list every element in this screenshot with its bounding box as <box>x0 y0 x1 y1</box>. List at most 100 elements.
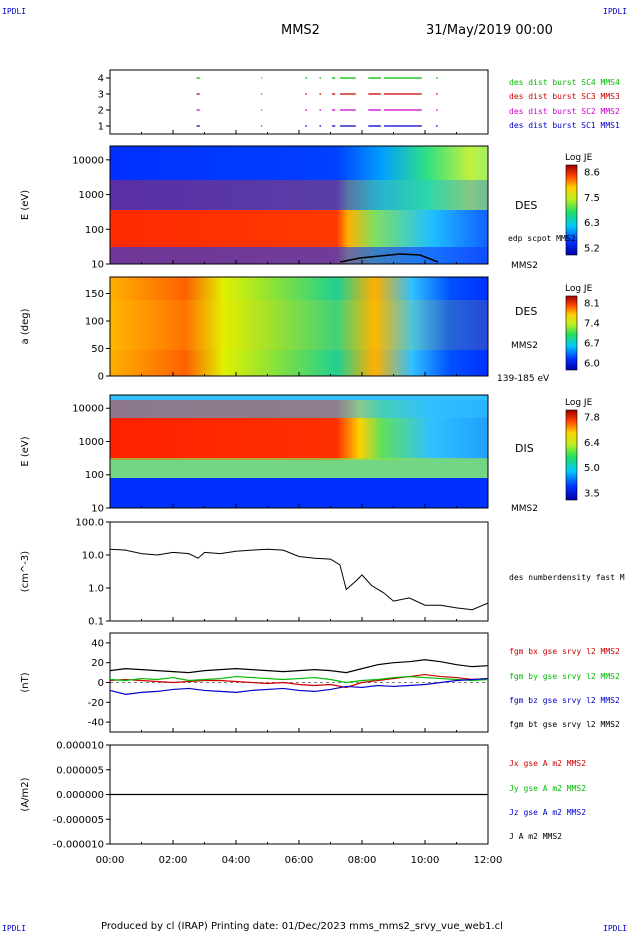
fgm-series-line <box>109 673 489 689</box>
fgm-series-line <box>109 675 489 684</box>
y-tick-label: -0.000005 <box>53 815 104 826</box>
y-tick-label: 10000 <box>72 404 104 415</box>
energy-range-label: 139-185 eV <box>497 374 550 384</box>
colorbar-tick-label: 7.5 <box>584 193 600 204</box>
y-axis-title: a (deg) <box>20 308 31 344</box>
y-axis-title: E (eV) <box>20 190 31 220</box>
density-legend-entry: des numberdensity fast M <box>509 573 625 582</box>
colorbar-dis-energy <box>565 409 578 501</box>
y-tick-label: 0.000000 <box>56 790 104 801</box>
colorbar-tick-label: 8.1 <box>584 299 600 310</box>
burst-legend-entry: des dist burst SC2 MMS2 <box>509 107 620 116</box>
overlay-label: edp scpot MMS2 <box>508 234 576 243</box>
y-axis-title: (A/m2) <box>20 777 31 811</box>
y-tick-label: 1 <box>98 122 104 133</box>
spacecraft-title: MMS2 <box>281 23 320 38</box>
corner-label-top-left: IPDLI <box>2 7 26 16</box>
y-tick-label: 0.1 <box>88 617 104 628</box>
x-tick-label: 08:00 <box>348 855 377 866</box>
density-series-line <box>109 548 489 611</box>
des-pitch-panel <box>109 276 489 377</box>
y-tick-label: 40 <box>91 638 104 649</box>
instrument-label: DIS <box>515 442 534 455</box>
burst-panel <box>109 69 489 135</box>
colorbar-des-energy <box>565 164 578 256</box>
fgm-legend-entry: fgm bz gse srvy l2 MMS2 <box>509 696 620 705</box>
instrument-label: DES <box>515 199 537 212</box>
current-legend-entry: Jy gse A m2 MMS2 <box>509 784 586 793</box>
y-tick-label: 150 <box>85 289 104 300</box>
fgm-legend-entry: fgm bt gse srvy l2 MMS2 <box>509 720 620 729</box>
fgm-series-line <box>109 677 489 695</box>
y-tick-label: 100.0 <box>75 518 104 529</box>
y-axis-title: E (eV) <box>20 436 31 466</box>
y-tick-label: 10 <box>91 260 104 271</box>
burst-legend-entry: des dist burst SC4 MMS4 <box>509 78 620 87</box>
colorbar-tick-label: 6.4 <box>584 438 600 449</box>
colorbar-tick-label: 8.6 <box>584 168 600 179</box>
colorbar-tick-label: 3.5 <box>584 489 600 500</box>
y-tick-label: 0 <box>98 372 104 383</box>
y-tick-label: 0.000010 <box>56 741 104 752</box>
fgm-series-line <box>109 659 489 674</box>
colorbar-des-pitch <box>565 295 578 371</box>
y-tick-label: 100 <box>85 470 104 481</box>
colorbar-tick-label: 7.8 <box>584 413 600 424</box>
datetime-title: 31/May/2019 00:00 <box>426 23 553 38</box>
burst-legend-entry: des dist burst SC3 MMS3 <box>509 92 620 101</box>
scpot-trace <box>339 253 439 263</box>
density-panel <box>109 521 489 622</box>
y-tick-label: 2 <box>98 106 104 117</box>
y-tick-label: 3 <box>98 90 104 101</box>
burst-legend-entry: des dist burst SC1 MMS1 <box>509 121 620 130</box>
y-tick-label: 1.0 <box>88 584 104 595</box>
colorbar-tick-label: 5.2 <box>584 244 600 255</box>
y-axis-title: (cm^-3) <box>20 551 31 592</box>
y-tick-label: 20 <box>91 658 104 669</box>
current-legend-entry: J A m2 MMS2 <box>509 832 562 841</box>
colorbar-tick-label: 7.4 <box>584 319 600 330</box>
colorbar-tick-label: 6.7 <box>584 339 600 350</box>
current-legend-entry: Jz gse A m2 MMS2 <box>509 808 586 817</box>
y-tick-label: 4 <box>98 74 104 85</box>
y-tick-label: 50 <box>91 344 104 355</box>
spacecraft-label: MMS2 <box>511 504 538 514</box>
corner-label-bottom-right: IPDLI <box>603 924 627 933</box>
colorbar-tick-label: 6.0 <box>584 359 600 370</box>
corner-label-bottom-left: IPDLI <box>2 924 26 933</box>
y-tick-label: 100 <box>85 225 104 236</box>
x-tick-label: 02:00 <box>159 855 188 866</box>
colorbar-title: Log JE <box>565 153 593 163</box>
y-axis-title: (nT) <box>20 672 31 692</box>
spacecraft-label: MMS2 <box>511 261 538 271</box>
x-tick-label: 10:00 <box>411 855 440 866</box>
dynamic-marks: 1 2 3 4 10 100 1000 10000 0 50 100 150 10 100 1000 1000… <box>20 74 625 867</box>
des-energy-panel <box>109 145 489 265</box>
y-tick-label: 10.0 <box>82 551 104 562</box>
x-tick-label: 12:00 <box>474 855 503 866</box>
corner-label-top-right: IPDLI <box>603 7 627 16</box>
fgm-legend-entry: fgm bx gse srvy l2 MMS2 <box>509 647 620 656</box>
y-tick-label: -40 <box>88 718 104 729</box>
colorbar-title: Log JE <box>565 284 593 294</box>
footer-credit: Produced by cl (IRAP) Printing date: 01/… <box>101 921 503 932</box>
colorbar-title: Log JE <box>565 398 593 408</box>
y-tick-label: 1000 <box>79 190 104 201</box>
y-tick-label: -0.000010 <box>53 840 104 851</box>
y-tick-label: -20 <box>88 698 104 709</box>
y-tick-label: 10 <box>91 504 104 515</box>
current-legend-entry: Jx gse A m2 MMS2 <box>509 759 586 768</box>
y-tick-label: 10000 <box>72 155 104 166</box>
dis-energy-panel <box>109 394 489 509</box>
colorbar-tick-label: 5.0 <box>584 463 600 474</box>
fgm-legend-entry: fgm by gse srvy l2 MMS2 <box>509 672 620 681</box>
y-tick-label: 0 <box>98 678 104 689</box>
x-tick-label: 06:00 <box>285 855 314 866</box>
spacecraft-label: MMS2 <box>511 341 538 351</box>
instrument-label: DES <box>515 305 537 318</box>
des-pitch-spectrogram <box>110 277 488 376</box>
y-tick-label: 0.000005 <box>56 765 104 776</box>
x-tick-label: 00:00 <box>96 855 125 866</box>
y-tick-label: 100 <box>85 317 104 328</box>
